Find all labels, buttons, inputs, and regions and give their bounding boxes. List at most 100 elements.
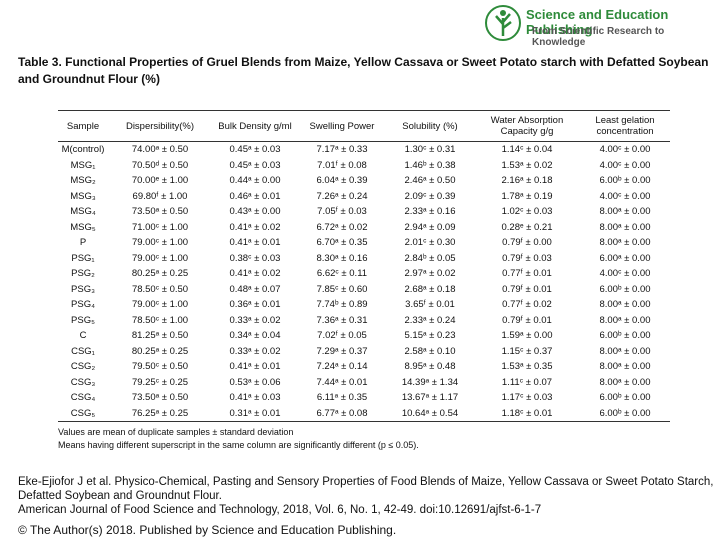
citation-line: Eke-Ejiofor J et al. Physico-Chemical, P… (18, 476, 714, 502)
table-cell: 71.00ᶜ ± 1.00 (131, 221, 189, 233)
table-row: MSG₃ 69.80ᶠ ± 1.00 0.46ᵃ ± 0.01 7.26ᵃ ± 0.2… (58, 189, 670, 205)
table-cell: 79.50ᶜ ± 0.50 (131, 361, 189, 373)
table-cell: 0.38ᶜ ± 0.03 (229, 252, 281, 264)
table-cell: 8.00ᵃ ± 0.00 (599, 299, 651, 311)
table-cell: CSG₅ (58, 405, 108, 422)
table-cell: MSG₁ (70, 159, 96, 171)
table-row: MSG₁ 70.50ᵈ ± 0.50 0.45ᵃ ± 0.03 7.01ᶠ ± 0.0… (58, 158, 670, 174)
column-header: Water Absorption Capacity g/g (474, 110, 580, 142)
table-cell: 4.00ᶜ ± 0.00 (599, 159, 651, 171)
table-cell: 0.45ᵃ ± 0.03 (229, 144, 281, 156)
table-cell: 2.97ᵃ ± 0.02 (404, 268, 456, 280)
table-cell: 7.36ᵃ ± 0.31 (316, 314, 368, 326)
table-row: MSG₂ 70.00ᵉ ± 1.00 0.44ᵃ ± 0.00 6.04ᵃ ± 0.3… (58, 173, 670, 189)
table-cell: 0.41ᵃ ± 0.02 (229, 268, 281, 280)
table-cell: 0.41ᵃ ± 0.01 (229, 361, 281, 373)
table-cell: 0.46ᵃ ± 0.01 (229, 190, 281, 202)
table-cell: 8.00ᵃ ± 0.00 (599, 221, 651, 233)
table-cell: 7.02ᶠ ± 0.05 (317, 330, 367, 342)
table-cell: CSG₃ (70, 376, 96, 388)
table-cell: 0.44ᵃ ± 0.00 (229, 175, 281, 187)
table-cell: 0.79ᶠ ± 0.01 (502, 283, 552, 295)
table-cell: 6.72ᵃ ± 0.02 (316, 221, 368, 233)
table: Sample Dispersibility(%) Bulk Density g/ml… (58, 110, 670, 422)
table-cell: 73.50ᵃ ± 0.50 (131, 206, 189, 218)
table-cell: 6.70ᵃ ± 0.35 (316, 237, 368, 249)
logo-icon (485, 5, 521, 41)
note: Means having different superscript in th… (58, 440, 419, 450)
table-cell: 81.25ᵃ ± 0.50 (131, 330, 189, 342)
table-cell: 14.39ᵃ ± 1.34 (401, 376, 459, 388)
table-cell: 6.00ᵃ ± 0.00 (599, 252, 651, 264)
table-row: PSG₂ 80.25ᵃ ± 0.25 0.41ᵃ ± 0.02 6.62ᶜ ± 0.1… (58, 266, 670, 282)
table-cell: PSG₅ (71, 314, 95, 326)
table-cell: 79.25ᶜ ± 0.25 (131, 376, 189, 388)
table-cell: 69.80ᶠ ± 1.00 (132, 190, 188, 202)
table-cell: 70.00ᵉ ± 1.00 (131, 175, 189, 187)
table-row: CSG₄ 73.50ᵃ ± 0.50 0.41ᵃ ± 0.03 6.11ᵃ ± 0.3… (58, 390, 670, 406)
table-cell: 0.43ᵃ ± 0.00 (229, 206, 281, 218)
table-cell: 0.33ᵃ ± 0.02 (229, 314, 281, 326)
table-cell: C (79, 330, 87, 342)
table-cell: 7.44ᵃ ± 0.01 (316, 376, 368, 388)
table-cell: 1.02ᶜ ± 0.03 (501, 206, 553, 218)
table-cell: 1.11ᶜ ± 0.07 (501, 376, 553, 388)
table-cell: 2.16ᵃ ± 0.18 (501, 175, 553, 187)
table-cell: PSG₁ (71, 252, 95, 264)
table-row: C 81.25ᵃ ± 0.50 0.34ᵃ ± 0.04 7.02ᶠ ± 0.05 5.… (58, 328, 670, 344)
table-cell: 79.00ᶜ ± 1.00 (131, 299, 189, 311)
table-cell: 2.33ᵃ ± 0.16 (404, 206, 456, 218)
table-cell: 6.00ᵇ ± 0.00 (599, 283, 651, 295)
table-cell: 76.25ᵃ ± 0.25 (108, 405, 212, 422)
table-cell: 7.01ᶠ ± 0.08 (317, 159, 367, 171)
table-cell: 1.78ᵃ ± 0.19 (501, 190, 553, 202)
table-cell: 0.41ᵃ ± 0.03 (229, 392, 281, 404)
table-cell: M(control) (61, 144, 105, 156)
table-cell: 6.77ᵃ ± 0.08 (298, 405, 386, 422)
copyright: © The Author(s) 2018. Published by Scien… (18, 523, 397, 537)
table-cell: 0.77ᶠ ± 0.01 (502, 268, 552, 280)
table-row: MSG₅ 71.00ᶜ ± 1.00 0.41ᵃ ± 0.02 6.72ᵃ ± 0.0… (58, 220, 670, 236)
column-header: Solubility (%) (386, 110, 474, 142)
table-cell: MSG₂ (70, 175, 96, 187)
table-cell: 6.00ᵇ ± 0.00 (599, 175, 651, 187)
table-cell: 7.05ᶠ ± 0.03 (317, 206, 367, 218)
table-cell: 80.25ᵃ ± 0.25 (131, 345, 189, 357)
note: Values are mean of duplicate samples ± s… (58, 427, 294, 437)
table-row: CSG₅ 76.25ᵃ ± 0.25 0.31ᵃ ± 0.01 6.77ᵃ ± 0.0… (58, 405, 670, 422)
table-row: PSG₄ 79.00ᶜ ± 1.00 0.36ᵃ ± 0.01 7.74ᵇ ± 0.8… (58, 297, 670, 313)
table-cell: 80.25ᵃ ± 0.25 (131, 268, 189, 280)
table-cell: 70.50ᵈ ± 0.50 (131, 159, 189, 171)
table-cell: 2.01ᶜ ± 0.30 (404, 237, 456, 249)
table-cell: 0.79ᶠ ± 0.00 (502, 237, 552, 249)
table-cell: 2.09ᶜ ± 0.39 (404, 190, 456, 202)
table-cell: 0.33ᵃ ± 0.02 (229, 345, 281, 357)
table-cell: P (79, 237, 87, 249)
table-cell: 8.95ᵃ ± 0.48 (404, 361, 456, 373)
column-header: Dispersibility(%) (108, 110, 212, 142)
table-cell: 8.00ᵃ ± 0.00 (599, 237, 651, 249)
table-cell: 4.00ᶜ ± 0.00 (599, 144, 651, 156)
table-cell: 8.00ᵃ ± 0.00 (599, 345, 651, 357)
table-cell: 2.68ᵃ ± 0.18 (404, 283, 456, 295)
table-cell: 73.50ᵃ ± 0.50 (131, 392, 189, 404)
table-cell: 79.00ᶜ ± 1.00 (131, 252, 189, 264)
table-cell: 8.00ᵃ ± 0.00 (599, 361, 651, 373)
table-title: Table 3. Functional Properties of Gruel … (18, 55, 709, 86)
table-cell: 74.00ᵃ ± 0.50 (131, 144, 189, 156)
table-cell: 3.65ᶠ ± 0.01 (405, 299, 455, 311)
table-cell: 1.59ᵃ ± 0.00 (501, 330, 553, 342)
table-cell: 8.00ᵃ ± 0.00 (599, 206, 651, 218)
table-cell: 6.00ᵇ ± 0.00 (599, 392, 651, 404)
table-cell: 7.85ᶜ ± 0.60 (316, 283, 368, 295)
table-cell: 1.15ᶜ ± 0.37 (501, 345, 553, 357)
citation-line: American Journal of Food Science and Tec… (18, 504, 542, 516)
table-cell: 8.00ᵃ ± 0.00 (599, 314, 651, 326)
citation: Eke-Ejiofor J et al. Physico-Chemical, P… (18, 475, 718, 517)
table-cell: 79.00ᶜ ± 1.00 (131, 237, 189, 249)
table-cell: 7.26ᵃ ± 0.24 (316, 190, 368, 202)
table-row: MSG₄ 73.50ᵃ ± 0.50 0.43ᵃ ± 0.00 7.05ᶠ ± 0.0… (58, 204, 670, 220)
column-header: Least gelation concentration (580, 110, 670, 142)
table-cell: 0.34ᵃ ± 0.04 (229, 330, 281, 342)
